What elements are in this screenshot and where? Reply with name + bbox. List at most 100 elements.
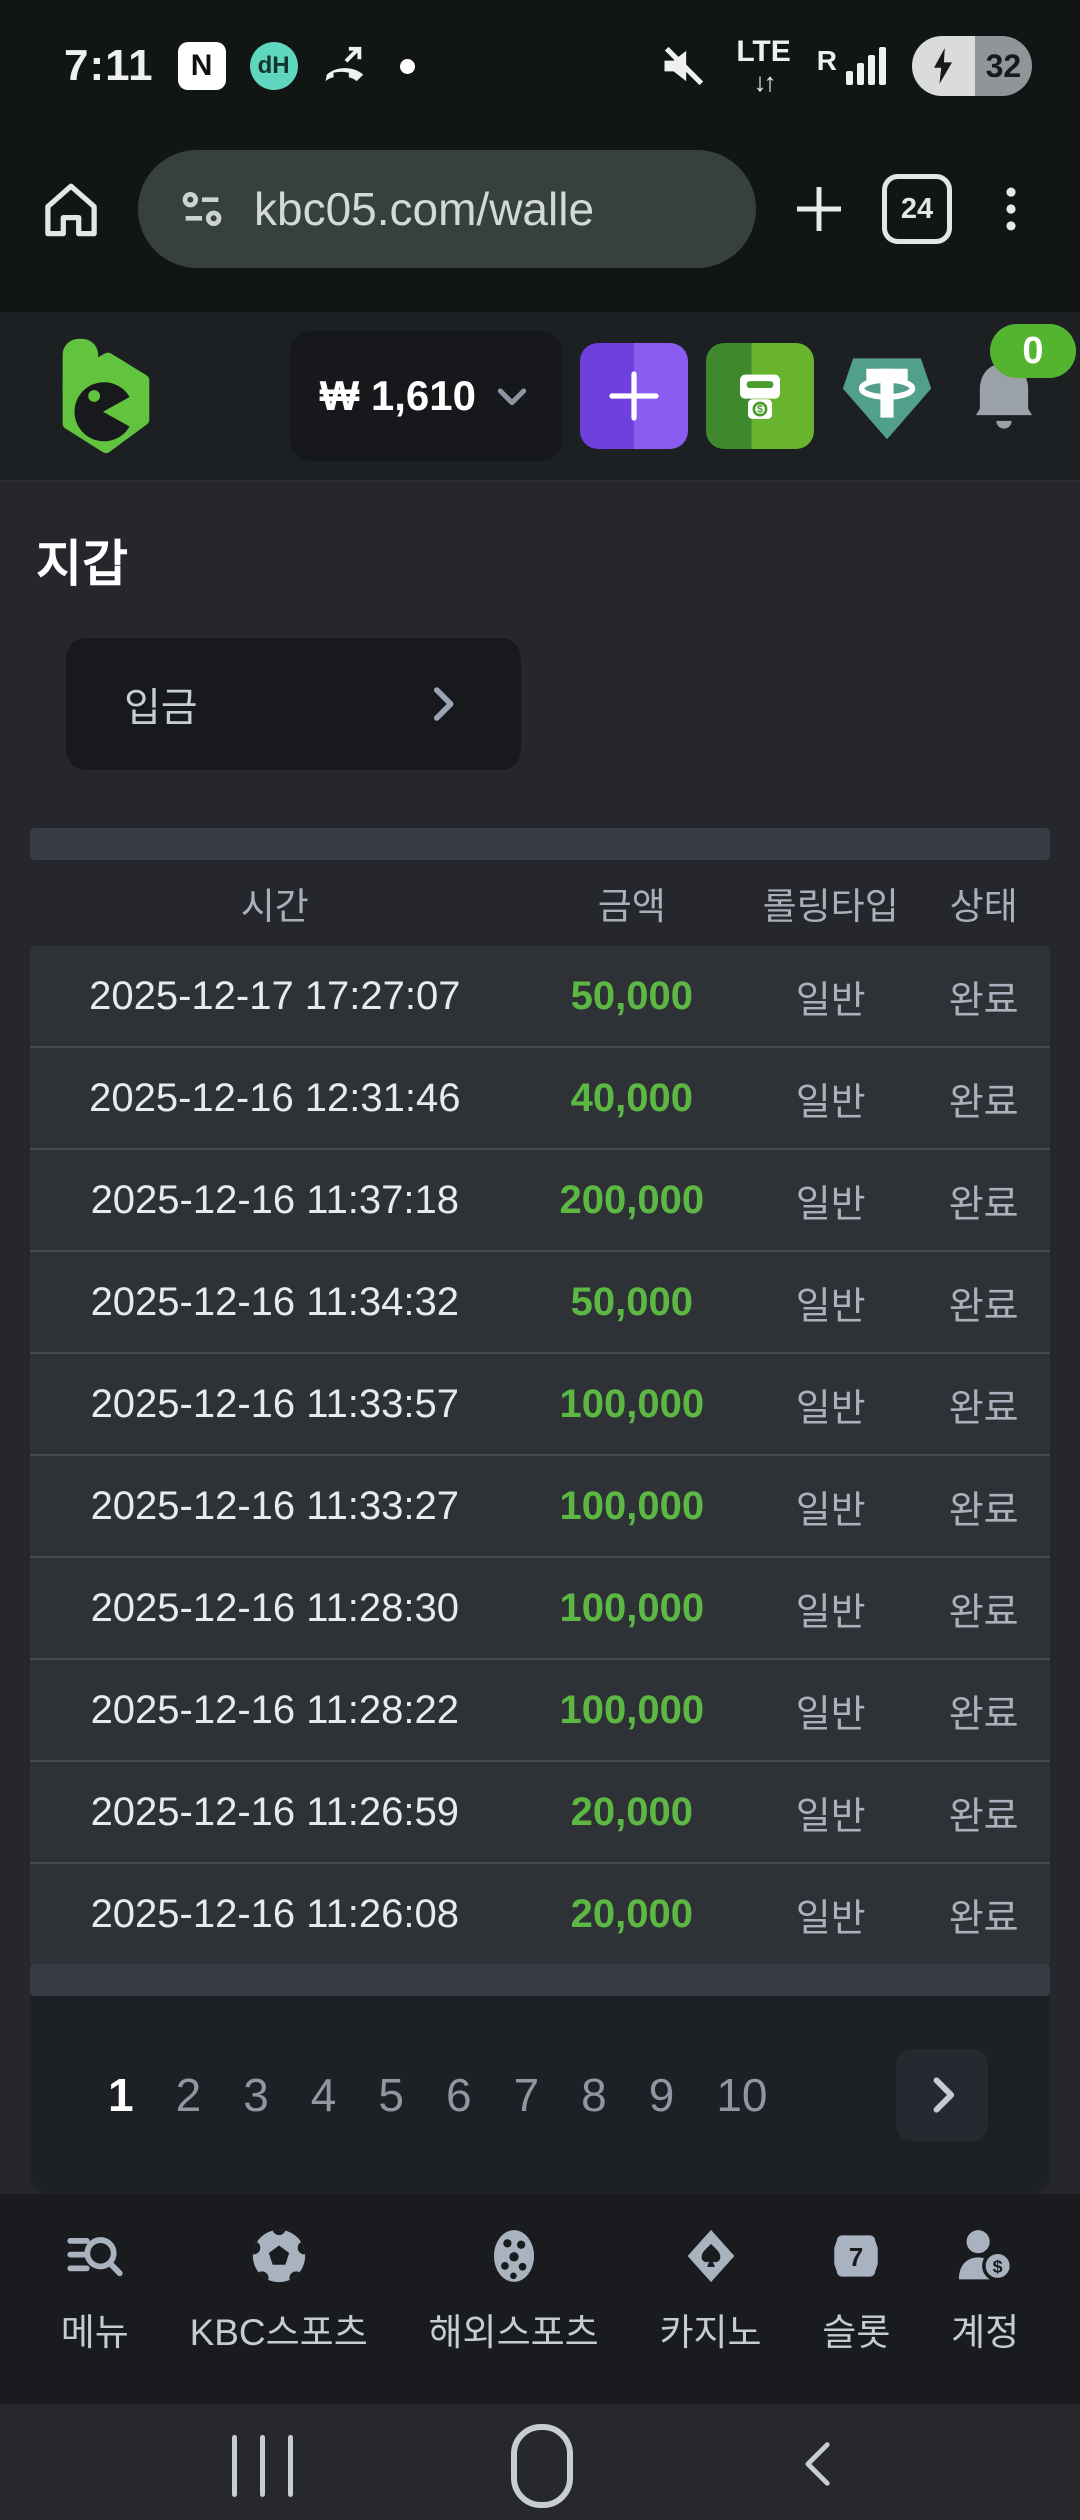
back-button[interactable] xyxy=(791,2435,849,2498)
page-number-3[interactable]: 3 xyxy=(243,2069,269,2121)
cell-status: 완료 xyxy=(948,1591,1019,1634)
wallet-page: 지갑 입금 시간 금액 롤링타입 상태 2025-12-17 17:27:07 … xyxy=(0,482,1080,2194)
table-row: 2025-12-16 11:33:27 100,000 일반 완료 xyxy=(30,1454,1050,1556)
deposit-button[interactable]: 입금 xyxy=(66,638,521,770)
home-icon[interactable] xyxy=(34,172,108,246)
tether-icon xyxy=(842,358,932,440)
recents-button[interactable] xyxy=(231,2435,293,2497)
balance-amount: ₩ 1,610 xyxy=(319,372,476,419)
page-number-4[interactable]: 4 xyxy=(310,2069,337,2121)
pagination: 1 2 3 4 5 6 7 8 9 10 xyxy=(30,1996,1050,2194)
header-rolling-type: 롤링타입 xyxy=(762,886,899,927)
cell-status: 완료 xyxy=(948,1897,1019,1940)
header-time: 시간 xyxy=(240,886,309,927)
balance-dropdown[interactable]: ₩ 1,610 xyxy=(289,331,562,461)
nav-label: 계정 xyxy=(951,2312,1020,2353)
cell-status: 완료 xyxy=(948,1693,1019,1736)
notifications-button[interactable]: 0 xyxy=(958,324,1076,452)
page-title: 지갑 xyxy=(36,536,128,592)
cell-status: 완료 xyxy=(948,979,1019,1022)
page-number-5[interactable]: 5 xyxy=(378,2069,404,2121)
deposit-history-table: 시간 금액 롤링타입 상태 2025-12-17 17:27:07 50,000… xyxy=(30,828,1050,2194)
table-scrollbar-bottom[interactable] xyxy=(30,1964,1050,1996)
page-number-1[interactable]: 1 xyxy=(108,2069,134,2121)
page-number-7[interactable]: 7 xyxy=(513,2069,540,2121)
table-row: 2025-12-16 11:34:32 50,000 일반 완료 xyxy=(30,1250,1050,1352)
clock: 7:11 xyxy=(64,41,154,90)
page-number-6[interactable]: 6 xyxy=(445,2069,472,2121)
cell-amount: 200,000 xyxy=(559,1177,705,1222)
cash-exchange-button[interactable]: $ xyxy=(706,343,814,449)
table-row: 2025-12-16 11:28:22 100,000 일반 완료 xyxy=(30,1658,1050,1760)
chevron-right-icon xyxy=(421,683,463,725)
cell-amount: 20,000 xyxy=(570,1789,693,1834)
mute-icon xyxy=(658,40,710,92)
cell-time: 2025-12-16 11:34:32 xyxy=(90,1279,460,1324)
cell-rolling-type: 일반 xyxy=(795,979,866,1022)
site-settings-icon[interactable] xyxy=(174,181,230,237)
slot-machine-icon: 7 xyxy=(823,2220,889,2292)
cell-time: 2025-12-16 11:33:27 xyxy=(90,1483,460,1528)
cell-rolling-type: 일반 xyxy=(795,1387,866,1430)
table-row: 2025-12-16 11:26:08 20,000 일반 완료 xyxy=(30,1862,1050,1964)
page-number-9[interactable]: 9 xyxy=(648,2069,675,2121)
cell-rolling-type: 일반 xyxy=(795,1489,866,1532)
cell-time: 2025-12-16 11:26:59 xyxy=(90,1789,460,1834)
cell-time: 2025-12-16 11:28:30 xyxy=(90,1585,460,1630)
nav-item-menu[interactable]: 메뉴 xyxy=(61,2220,129,2356)
lte-indicator: LTE ↓↑ xyxy=(736,35,791,97)
status-bar: 7:11 N dH LTE ↓↑ xyxy=(0,0,1080,122)
missed-call-icon xyxy=(322,43,368,89)
browser-toolbar: kbc05.com/walle 24 xyxy=(0,122,1080,312)
notification-count-badge: 0 xyxy=(990,324,1076,378)
tether-button[interactable] xyxy=(840,348,934,444)
nav-item-slots[interactable]: 7 슬롯 xyxy=(822,2220,890,2356)
status-bar-right: LTE ↓↑ R 32 xyxy=(658,36,1032,96)
add-deposit-button[interactable] xyxy=(580,343,688,449)
nav-item-kbc-sports[interactable]: KBC스포츠 xyxy=(190,2220,368,2356)
cell-status: 완료 xyxy=(948,1183,1019,1226)
new-tab-icon[interactable] xyxy=(786,176,852,242)
next-page-button[interactable] xyxy=(896,2049,988,2141)
table-header-row: 시간 금액 롤링타입 상태 xyxy=(30,860,1050,946)
cell-time: 2025-12-16 12:31:46 xyxy=(89,1075,461,1120)
cash-machine-icon: $ xyxy=(740,374,780,419)
cell-amount: 100,000 xyxy=(559,1585,705,1630)
cell-time: 2025-12-16 11:28:22 xyxy=(90,1687,460,1732)
cell-amount: 50,000 xyxy=(570,973,693,1018)
table-row: 2025-12-16 11:28:30 100,000 일반 완료 xyxy=(30,1556,1050,1658)
svg-text:7: 7 xyxy=(849,2242,864,2272)
cell-rolling-type: 일반 xyxy=(795,1897,866,1940)
tab-switcher-button[interactable]: 24 xyxy=(882,174,952,244)
table-row: 2025-12-16 11:33:57 100,000 일반 완료 xyxy=(30,1352,1050,1454)
ball-icon xyxy=(481,2220,547,2292)
kbc-logo[interactable] xyxy=(52,333,156,459)
cell-rolling-type: 일반 xyxy=(795,1795,866,1838)
cell-amount: 100,000 xyxy=(559,1483,705,1528)
android-nav-bar xyxy=(0,2404,1080,2520)
page-number-2[interactable]: 2 xyxy=(175,2069,202,2121)
table-row: 2025-12-17 17:27:07 50,000 일반 완료 xyxy=(30,946,1050,1046)
battery-percent: 32 xyxy=(974,36,1032,96)
cell-rolling-type: 일반 xyxy=(795,1183,866,1226)
nav-item-casino[interactable]: 카지노 xyxy=(659,2220,762,2356)
page-number-10[interactable]: 10 xyxy=(716,2069,768,2121)
cell-status: 완료 xyxy=(948,1489,1019,1532)
nav-item-account[interactable]: $ 계정 xyxy=(951,2220,1019,2356)
charging-bolt-icon xyxy=(912,36,975,96)
cell-rolling-type: 일반 xyxy=(795,1591,866,1634)
notification-overflow-dot xyxy=(399,58,415,74)
cell-amount: 100,000 xyxy=(559,1687,705,1732)
cell-rolling-type: 일반 xyxy=(795,1693,866,1736)
page-number-8[interactable]: 8 xyxy=(581,2069,607,2121)
home-button[interactable] xyxy=(510,2424,573,2508)
account-coin-icon: $ xyxy=(952,2220,1018,2292)
browser-menu-icon[interactable] xyxy=(982,180,1040,238)
site-header: ₩ 1,610 $ xyxy=(0,312,1080,482)
table-scrollbar-top[interactable] xyxy=(30,828,1050,860)
battery-indicator: 32 xyxy=(912,36,1032,96)
header-status: 상태 xyxy=(949,886,1018,927)
url-bar[interactable]: kbc05.com/walle xyxy=(138,150,756,268)
nav-item-overseas-sports[interactable]: 해외스포츠 xyxy=(429,2220,599,2356)
